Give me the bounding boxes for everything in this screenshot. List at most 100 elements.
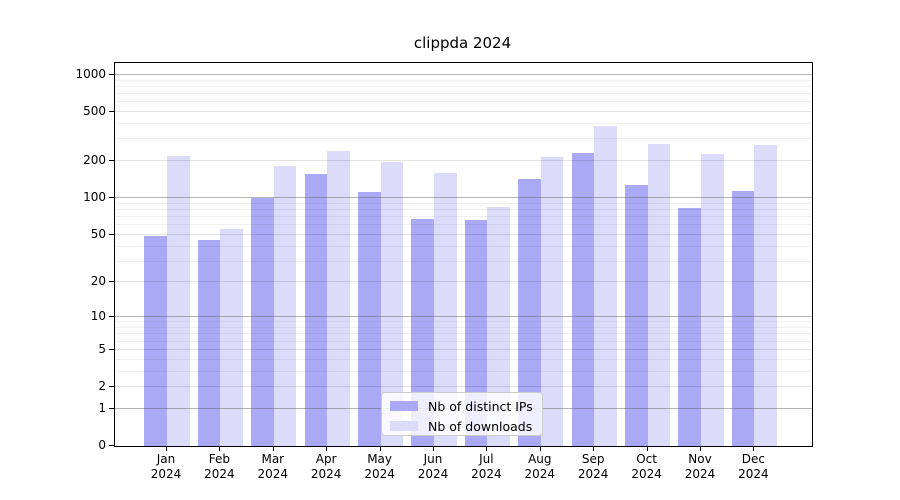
- bar-distinct-ips-sep: [571, 152, 595, 446]
- gridline-70: [115, 216, 812, 217]
- gridline-10: [115, 316, 812, 318]
- x-axis-tick-mark: [539, 446, 541, 451]
- chart-title: clippda 2024: [413, 34, 512, 52]
- x-axis-tick-mark: [219, 446, 221, 451]
- y-axis-tick-label: 200: [83, 153, 106, 168]
- y-axis-tick-mark: [109, 407, 114, 409]
- bar-downloads-jul: [487, 206, 511, 446]
- x-axis-tick-label-jun: Jun 2024: [417, 452, 449, 481]
- gridline-60: [115, 224, 812, 226]
- y-axis-tick-mark: [109, 316, 114, 318]
- y-axis-tick-label: 20: [90, 274, 106, 289]
- gridline-5: [115, 348, 812, 350]
- x-axis-tick-mark: [166, 446, 167, 451]
- gridline-1000: [115, 73, 812, 75]
- x-axis-tick-mark: [646, 446, 648, 451]
- legend: Nb of distinct IPs Nb of downloads: [381, 392, 543, 436]
- y-axis-tick-mark: [109, 348, 114, 350]
- gridline-800: [115, 85, 812, 87]
- gridline-90: [115, 202, 812, 204]
- bar-downloads-jun: [434, 173, 457, 446]
- bar-downloads-aug: [540, 156, 564, 446]
- bar-downloads-sep: [594, 126, 617, 446]
- x-axis-tick-mark: [379, 446, 381, 451]
- gridline-3: [115, 370, 812, 372]
- x-axis-tick-label-jul: Jul 2024: [471, 452, 502, 481]
- x-axis-tick-mark: [486, 446, 488, 451]
- legend-item-distinct-ips: Nb of distinct IPs: [390, 397, 542, 415]
- y-axis-tick-mark: [109, 73, 114, 75]
- gridline-2: [115, 386, 812, 387]
- x-axis-tick-mark: [272, 446, 274, 451]
- y-axis-tick-mark: [109, 160, 114, 162]
- y-axis-tick-mark: [109, 386, 114, 387]
- y-axis-tick-label: 500: [83, 104, 106, 119]
- x-axis-tick-mark: [433, 446, 434, 451]
- y-axis-tick-label: 50: [90, 226, 106, 241]
- y-axis-tick-label: 1: [98, 400, 106, 415]
- bar-downloads-nov: [701, 154, 724, 446]
- x-axis-tick-label-dec: Dec 2024: [738, 452, 769, 481]
- bar-downloads-feb: [220, 228, 244, 446]
- legend-label-downloads: Nb of downloads: [428, 418, 533, 434]
- x-axis-tick-label-oct: Oct 2024: [631, 452, 662, 481]
- gridline-300: [115, 138, 812, 140]
- y-axis-tick-label: 2: [98, 378, 106, 393]
- plot-area: Nb of distinct IPs Nb of downloads: [114, 62, 813, 447]
- gridline-200: [115, 160, 812, 162]
- x-axis-tick-label-apr: Apr 2024: [310, 452, 342, 481]
- x-axis-tick-label-may: May 2024: [364, 452, 395, 481]
- bar-distinct-ips-feb: [197, 240, 221, 446]
- gridline-7: [115, 333, 812, 335]
- y-axis-tick-label: 10: [90, 309, 106, 324]
- y-axis-tick-mark: [109, 281, 114, 283]
- legend-item-downloads: Nb of downloads: [390, 417, 542, 435]
- y-axis-tick-mark: [109, 233, 114, 235]
- bar-downloads-mar: [273, 166, 297, 446]
- bar-distinct-ips-jul: [464, 220, 488, 446]
- legend-swatch-distinct-ips-icon: [390, 401, 418, 411]
- bar-distinct-ips-may: [357, 191, 381, 446]
- bar-downloads-dec: [754, 144, 778, 446]
- x-axis-tick-label-jan: Jan 2024: [150, 452, 182, 481]
- gridline-500: [115, 111, 812, 112]
- y-axis-tick-mark: [109, 445, 114, 446]
- gridline-400: [115, 123, 812, 124]
- bar-distinct-ips-nov: [678, 208, 701, 446]
- bar-downloads-may: [380, 161, 404, 446]
- x-axis-tick-label-aug: Aug 2024: [524, 452, 556, 481]
- bar-downloads-jan: [167, 156, 190, 446]
- y-axis-tick-label: 0: [98, 438, 106, 452]
- bar-distinct-ips-dec: [731, 191, 755, 446]
- bar-distinct-ips-oct: [624, 184, 648, 446]
- y-axis-tick-label: 1000: [75, 66, 106, 81]
- gridline-8: [115, 327, 812, 328]
- gridline-20: [115, 281, 812, 283]
- x-axis-tick-mark: [753, 446, 755, 451]
- legend-label-distinct-ips: Nb of distinct IPs: [428, 398, 533, 414]
- x-axis-tick-label-mar: Mar 2024: [257, 452, 289, 481]
- bar-distinct-ips-jun: [411, 219, 434, 446]
- y-axis-tick-mark: [109, 111, 114, 112]
- x-axis-tick-label-sep: Sep 2024: [577, 452, 609, 481]
- gridline-6: [115, 340, 812, 342]
- gridline-600: [115, 101, 812, 103]
- legend-swatch-downloads-icon: [390, 421, 418, 431]
- bar-distinct-ips-aug: [518, 179, 541, 446]
- y-axis-tick-label: 100: [83, 190, 106, 205]
- bar-distinct-ips-mar: [251, 197, 274, 446]
- gridline-40: [115, 245, 812, 247]
- x-axis-tick-label-nov: Nov 2024: [684, 452, 716, 481]
- x-axis-tick-label-feb: Feb 2024: [204, 452, 235, 481]
- y-axis-tick-label: 5: [98, 341, 106, 356]
- bar-distinct-ips-jan: [144, 235, 167, 446]
- bar-downloads-apr: [327, 151, 350, 446]
- x-axis-tick-mark: [700, 446, 701, 451]
- gridline-50: [115, 233, 812, 235]
- gridline-4: [115, 358, 812, 360]
- y-axis-tick-mark: [109, 197, 114, 199]
- bar-downloads-oct: [647, 144, 671, 446]
- x-axis-tick-mark: [326, 446, 328, 451]
- gridline-900: [115, 79, 812, 81]
